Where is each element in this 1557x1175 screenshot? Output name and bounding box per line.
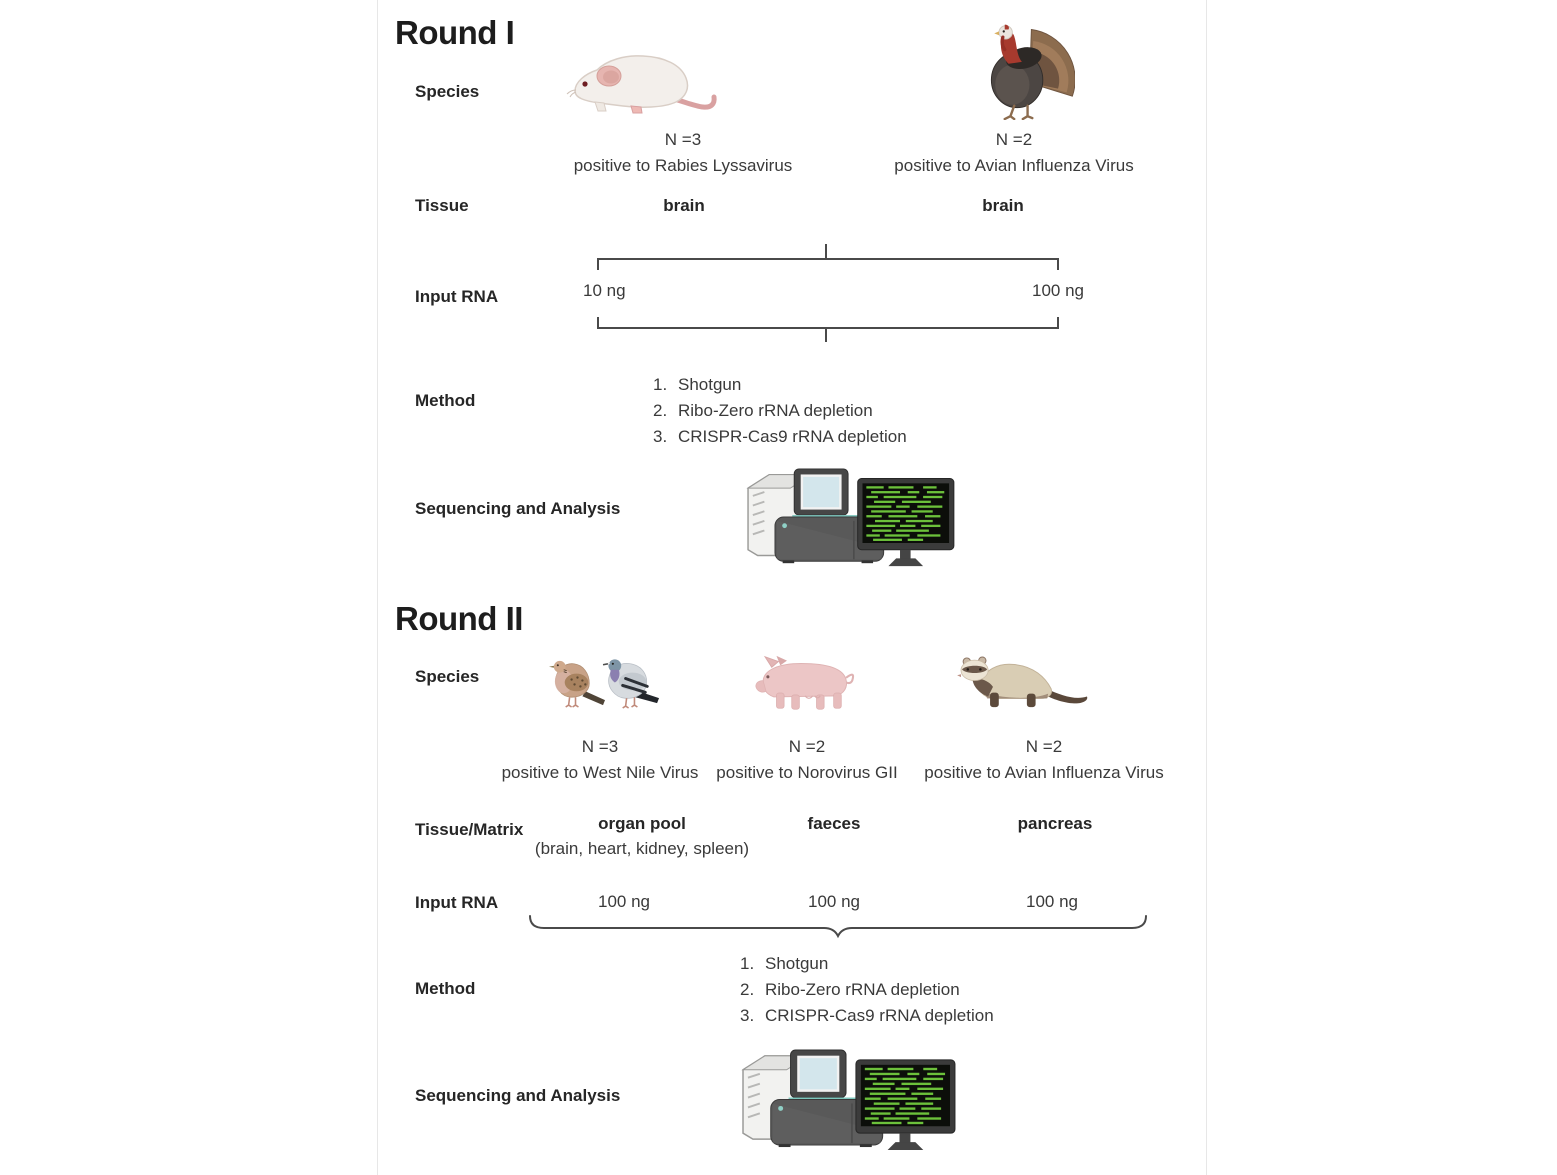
- round2-col1-caption: N =3 positive to West Nile Virus: [502, 734, 699, 786]
- round2-col3-tissue: pancreas: [1017, 814, 1093, 833]
- round2-tissue-label: Tissue/Matrix: [415, 820, 524, 839]
- round2-col1-n: N =3: [581, 737, 619, 756]
- round2-col1-tissue: organ pool: [598, 814, 686, 833]
- round2-col1-tissue-detail: (brain, heart, kidney, spleen): [534, 839, 750, 858]
- round2-sequencing-label: Sequencing and Analysis: [415, 1086, 621, 1105]
- round1-method-item-2: 2. Ribo-Zero rRNA depletion: [653, 401, 873, 420]
- round2-title: Round II: [395, 600, 523, 637]
- round2-species-label: Species: [415, 667, 480, 686]
- round1-col2-n: N =2: [995, 130, 1033, 149]
- round1-species-label: Species: [415, 82, 480, 101]
- round2-col2-input: 100 ng: [808, 892, 860, 911]
- curly-brace: [529, 915, 1147, 939]
- round2-col3-positive: positive to Avian Influenza Virus: [924, 763, 1164, 782]
- round2-col2-n: N =2: [788, 737, 826, 756]
- round1-input-max: 100 ng: [1032, 281, 1084, 300]
- round1-sequencing-label: Sequencing and Analysis: [415, 499, 621, 518]
- pig-icon: [750, 653, 863, 714]
- round1-input-min: 10 ng: [583, 281, 626, 300]
- round1-col1-positive: positive to Rabies Lyssavirus: [573, 156, 793, 175]
- ferret-icon: [953, 650, 1093, 712]
- sequencer-icon: [738, 1048, 958, 1152]
- mouse-icon: [565, 50, 720, 118]
- sequencer-icon: [742, 467, 958, 568]
- range-bracket-bottom: [597, 317, 1059, 329]
- round2-method-item-2: 2. Ribo-Zero rRNA depletion: [740, 980, 960, 999]
- round1-method-list: 1. Shotgun 2. Ribo-Zero rRNA depletion 3. C…: [653, 372, 907, 450]
- round2-method-item-3: 3. CRISPR-Cas9 rRNA depletion: [740, 1006, 994, 1025]
- round2-col3-caption: N =2 positive to Avian Influenza Virus: [924, 734, 1163, 786]
- range-bracket-top: [597, 258, 1059, 270]
- round2-col1-positive: positive to West Nile Virus: [501, 763, 699, 782]
- round2-method-item-1: 1. Shotgun: [740, 954, 829, 973]
- turkey-icon: [983, 20, 1075, 120]
- round1-col1-n: N =3: [664, 130, 702, 149]
- range-bracket-bottom-tick: [825, 328, 827, 342]
- round2-col3-n: N =2: [1025, 737, 1063, 756]
- round2-col2-caption: N =2 positive to Norovirus GII: [716, 734, 897, 786]
- figure-right-edge: [1206, 0, 1207, 1175]
- round1-method-label: Method: [415, 391, 476, 410]
- round1-tissue-label: Tissue: [415, 196, 469, 215]
- round2-input-rna-label: Input RNA: [415, 893, 499, 912]
- round1-col2-caption: N =2 positive to Avian Influenza Virus: [894, 127, 1133, 179]
- doves-icon: [548, 650, 661, 711]
- round1-input-rna-label: Input RNA: [415, 287, 499, 306]
- round1-col1-caption: N =3 positive to Rabies Lyssavirus: [574, 127, 793, 179]
- figure-left-edge: [377, 0, 378, 1175]
- range-bracket-top-tick: [825, 244, 827, 259]
- round1-method-item-1: 1. Shotgun: [653, 375, 742, 394]
- round2-method-list: 1. Shotgun 2. Ribo-Zero rRNA depletion 3. C…: [740, 951, 994, 1029]
- round2-col2-positive: positive to Norovirus GII: [716, 763, 898, 782]
- round2-method-label: Method: [415, 979, 476, 998]
- round1-title: Round I: [395, 14, 515, 51]
- round1-col2-tissue: brain: [982, 196, 1024, 215]
- round1-col1-tissue: brain: [663, 196, 705, 215]
- round2-col2-tissue: faeces: [807, 814, 861, 833]
- round2-col1-input: 100 ng: [598, 892, 650, 911]
- round1-col2-positive: positive to Avian Influenza Virus: [894, 156, 1134, 175]
- round1-method-item-3: 3. CRISPR-Cas9 rRNA depletion: [653, 427, 907, 446]
- round2-col3-input: 100 ng: [1026, 892, 1078, 911]
